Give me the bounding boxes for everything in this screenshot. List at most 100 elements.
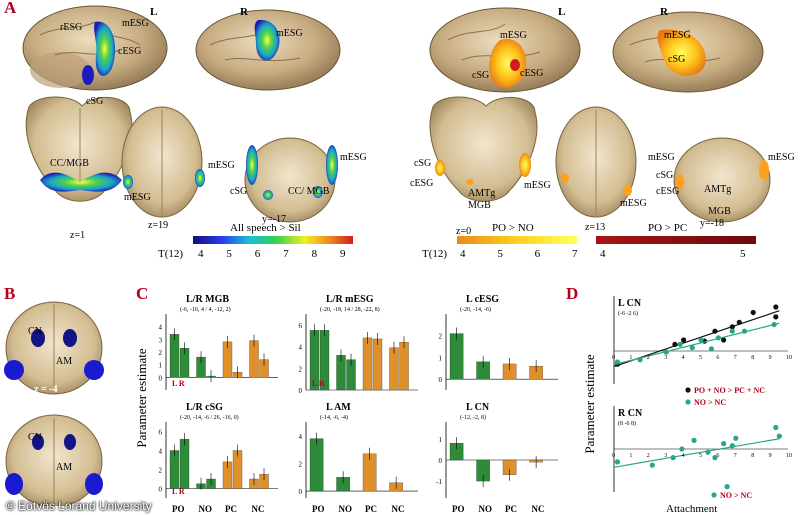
x-axis-label: Attachment: [666, 503, 717, 515]
legend-label-1: PO + NO > PC + NC: [694, 386, 765, 395]
regression-line: [613, 322, 780, 366]
label-mesg-4: mESG: [208, 160, 235, 171]
label-r-csg-3: cSG: [414, 158, 432, 169]
scatter-point: [724, 484, 730, 490]
subplot-title: L CN: [466, 402, 490, 413]
label-r-amtg: AMTg: [468, 188, 496, 199]
panel-a-letter: A: [4, 0, 17, 17]
scatter-point: [677, 341, 683, 347]
y-tick-label: 1: [439, 354, 443, 362]
x-tick-label: 3: [664, 355, 667, 361]
colorbar-tick: 4: [198, 248, 204, 260]
hemi-label-left-2: L: [558, 6, 566, 18]
label-r-mgb-2: MGB: [708, 206, 731, 217]
y-tick-label: 3: [159, 336, 163, 344]
subplot-title: L/R mESG: [326, 294, 374, 305]
subplot-coords: (-20, -18, 14 / 28, -22, 8): [320, 306, 380, 313]
subplot-coords: (-20, -14, -6 / 26, -16, 0): [180, 414, 239, 421]
label-r-amtg-2: AMTg: [704, 184, 732, 195]
x-tick-label: 10: [786, 355, 792, 361]
lr-label: L R: [172, 487, 185, 496]
label-r-mesg-4: mESG: [620, 198, 647, 209]
y-tick-label: 0: [439, 376, 443, 384]
y-tick-label: 0: [299, 488, 303, 496]
colorbar-title-3: PO > PC: [648, 222, 688, 234]
label-r-csg-4: cSG: [656, 170, 674, 181]
x-tick-label: 7: [734, 355, 737, 361]
scatter-point: [679, 446, 685, 452]
lr-label: L R: [312, 379, 325, 388]
y-tick-label: 1: [159, 362, 163, 370]
x-tick-label: 8: [751, 453, 754, 459]
brain-right-lateral-2: [612, 11, 764, 93]
bar: [399, 342, 409, 391]
bar: [372, 338, 383, 391]
x-tick-label: 5: [699, 355, 702, 361]
panel-b-letter: B: [4, 284, 16, 303]
x-category-label: NC: [252, 504, 265, 514]
subplot-title: L/R cSG: [186, 402, 223, 413]
scatter-title: R CN: [618, 408, 643, 419]
hemi-label-right-1: R: [240, 6, 248, 18]
colorbar-tick: 8: [311, 248, 318, 260]
regression-line: [613, 438, 780, 468]
x-tick-label: 5: [699, 453, 702, 459]
x-category-label: PC: [225, 504, 237, 514]
colorbar-title-1: All speech > Sil: [230, 222, 301, 234]
x-category-label: PC: [365, 504, 377, 514]
subplot-coords: (-14, -6, -4): [320, 414, 348, 421]
label-r-mesg-2: mESG: [664, 30, 691, 41]
colorbar-tick: 4: [460, 248, 466, 260]
scatter-point: [681, 337, 687, 343]
y-tick-label: 0: [159, 374, 163, 382]
label-mesg-5: mESG: [340, 152, 367, 163]
label-r-csg-2: cSG: [668, 54, 686, 65]
brain-left-lateral-2: [429, 7, 581, 93]
label-r-mgb: MGB: [468, 200, 491, 211]
scatter-point: [729, 328, 735, 334]
label-r-mesg-6: mESG: [768, 152, 795, 163]
watermark: © Eötvös Loránd University: [6, 499, 152, 513]
colorbar-po-no: [457, 236, 577, 244]
bar: [179, 438, 190, 489]
label-r-cesg-1: cESG: [520, 68, 544, 79]
bar: [309, 438, 324, 492]
label-mesg-3: mESG: [124, 192, 151, 203]
colorbar-title-2: PO > NO: [492, 222, 534, 234]
subplot-title: L cESG: [466, 294, 499, 305]
label-r-cesg-3: cESG: [656, 186, 680, 197]
panel-a-brains: [22, 5, 771, 244]
x-category-label: NO: [339, 504, 353, 514]
x-tick-label: 9: [769, 355, 772, 361]
subplot-title: L/R MGB: [186, 294, 229, 305]
scatter-point: [649, 462, 655, 468]
x-tick-label: 1: [629, 453, 632, 459]
scatter-point: [614, 459, 621, 465]
x-tick-label: 4: [682, 453, 685, 459]
label-ccmgb: CC/MGB: [50, 158, 89, 169]
y-tick-label: 2: [299, 460, 303, 468]
x-category-label: NC: [532, 504, 545, 514]
bar: [169, 334, 180, 378]
hemi-label-right-2: R: [660, 6, 668, 18]
colorbar-tick: 6: [534, 248, 541, 260]
t-label-2: T(12): [422, 248, 448, 260]
label-r-z13: z=13: [585, 222, 606, 233]
x-tick-label: 7: [734, 453, 737, 459]
y-tick-label: 4: [299, 344, 303, 352]
y-tick-label: 2: [159, 349, 163, 357]
colorbar-tick: 9: [340, 248, 346, 260]
subplot-coords: (-20, -14, -6): [460, 306, 491, 313]
label-r-y18: y=-18: [700, 218, 724, 229]
brain-right-axial-z13: [555, 106, 637, 218]
x-category-label: NO: [479, 504, 493, 514]
subplot-coords: (-6, -16, 4 / 4, -12, 2): [180, 306, 231, 313]
x-tick-label: 4: [682, 355, 685, 361]
hemi-label-left-1: L: [150, 6, 158, 18]
legend-marker-black: [685, 387, 691, 393]
scatter-point: [721, 441, 727, 447]
y-tick-label: 4: [159, 324, 163, 332]
brain-right-axial-z0: [429, 96, 538, 202]
label-mesg-1: mESG: [122, 18, 149, 29]
scatter-point: [689, 345, 695, 351]
